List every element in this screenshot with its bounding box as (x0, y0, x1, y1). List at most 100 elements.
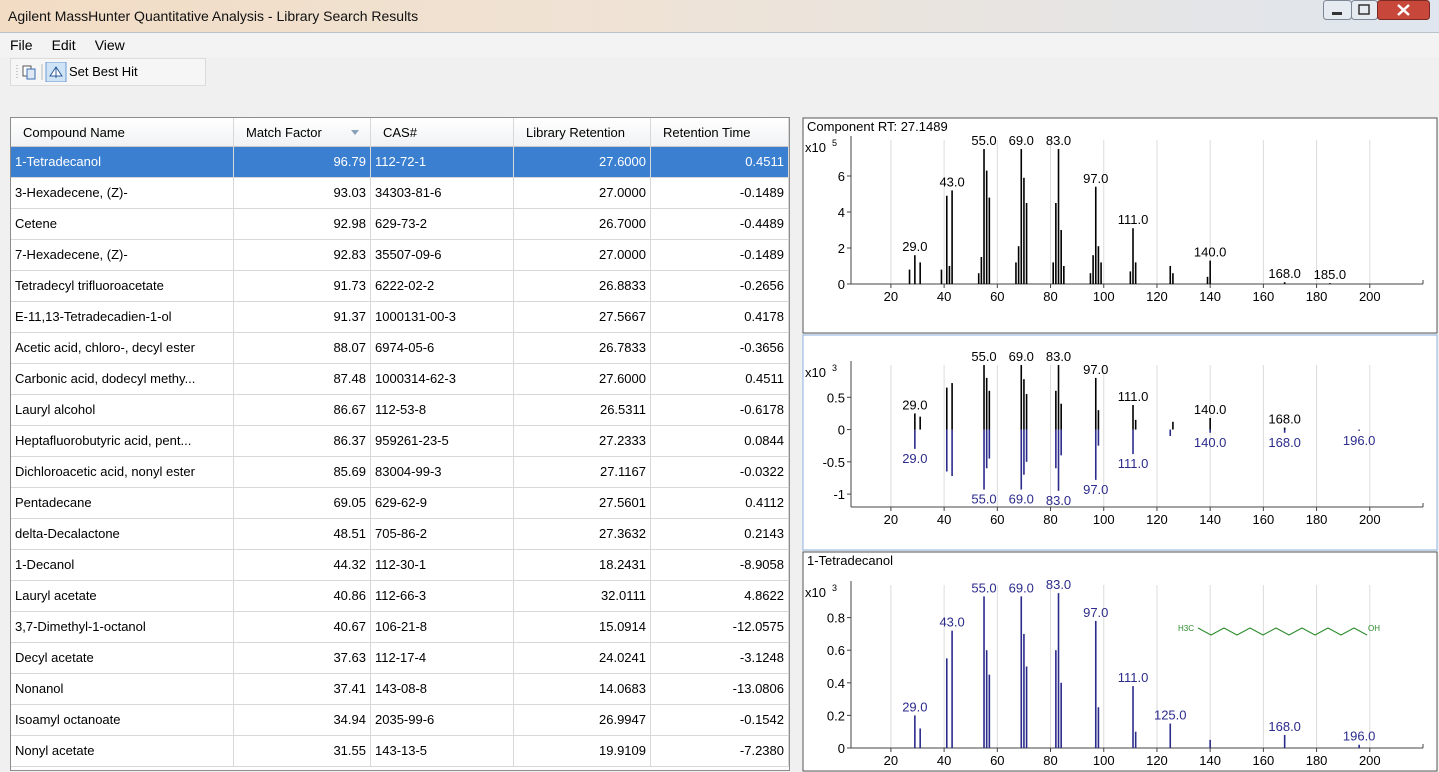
table-cell[interactable]: 6974-05-6 (371, 333, 514, 364)
table-cell[interactable]: 0.2143 (651, 519, 789, 550)
table-cell[interactable]: 27.6000 (514, 147, 651, 178)
table-cell[interactable]: -0.4489 (651, 209, 789, 240)
table-cell[interactable]: 19.9109 (514, 736, 651, 767)
toolbar-icons[interactable] (15, 62, 67, 82)
table-cell[interactable]: Nonyl acetate (11, 736, 234, 767)
table-cell[interactable]: 629-62-9 (371, 488, 514, 519)
table-cell[interactable]: 86.37 (234, 426, 371, 457)
table-cell[interactable]: -3.1248 (651, 643, 789, 674)
table-cell[interactable]: Lauryl acetate (11, 581, 234, 612)
table-cell[interactable]: 27.3632 (514, 519, 651, 550)
menu-item[interactable]: View (94, 37, 125, 53)
table-cell[interactable]: 26.5311 (514, 395, 651, 426)
table-cell[interactable]: 106-21-8 (371, 612, 514, 643)
table-cell[interactable]: 629-73-2 (371, 209, 514, 240)
table-cell[interactable]: Isoamyl octanoate (11, 705, 234, 736)
table-cell[interactable]: 31.55 (234, 736, 371, 767)
table-cell[interactable]: Heptafluorobutyric acid, pent... (11, 426, 234, 457)
column-header[interactable]: Match Factor (234, 118, 371, 147)
table-cell[interactable]: 27.5667 (514, 302, 651, 333)
table-cell[interactable]: 91.73 (234, 271, 371, 302)
table-cell[interactable]: 92.83 (234, 240, 371, 271)
table-cell[interactable]: 112-53-8 (371, 395, 514, 426)
table-cell[interactable]: -8.9058 (651, 550, 789, 581)
table-cell[interactable]: 26.8833 (514, 271, 651, 302)
table-cell[interactable]: 0.4511 (651, 147, 789, 178)
table-cell[interactable]: 112-66-3 (371, 581, 514, 612)
table-cell[interactable]: 83004-99-3 (371, 457, 514, 488)
table-cell[interactable]: 143-13-5 (371, 736, 514, 767)
menu-item[interactable]: Edit (51, 37, 76, 53)
table-cell[interactable]: 1-Decanol (11, 550, 234, 581)
table-cell[interactable]: Nonanol (11, 674, 234, 705)
table-cell[interactable]: E-11,13-Tetradecadien-1-ol (11, 302, 234, 333)
table-cell[interactable]: 48.51 (234, 519, 371, 550)
table-cell[interactable]: 6222-02-2 (371, 271, 514, 302)
table-cell[interactable]: 87.48 (234, 364, 371, 395)
table-cell[interactable]: 4.8622 (651, 581, 789, 612)
table-cell[interactable]: 0.4511 (651, 364, 789, 395)
table-cell[interactable]: -0.0322 (651, 457, 789, 488)
table-cell[interactable]: 27.2333 (514, 426, 651, 457)
column-header[interactable]: Compound Name (11, 118, 234, 147)
table-cell[interactable]: 26.9947 (514, 705, 651, 736)
table-cell[interactable]: 44.32 (234, 550, 371, 581)
table-cell[interactable]: 1000131-00-3 (371, 302, 514, 333)
table-cell[interactable]: Tetradecyl trifluoroacetate (11, 271, 234, 302)
table-cell[interactable]: 112-72-1 (371, 147, 514, 178)
table-cell[interactable]: 96.79 (234, 147, 371, 178)
table-cell[interactable]: -7.2380 (651, 736, 789, 767)
table-cell[interactable]: 27.5601 (514, 488, 651, 519)
table-cell[interactable]: 18.2431 (514, 550, 651, 581)
table-cell[interactable]: 3-Hexadecene, (Z)- (11, 178, 234, 209)
table-cell[interactable]: Decyl acetate (11, 643, 234, 674)
table-cell[interactable]: -0.6178 (651, 395, 789, 426)
table-cell[interactable]: 27.0000 (514, 178, 651, 209)
table-cell[interactable]: 112-17-4 (371, 643, 514, 674)
table-cell[interactable]: -13.0806 (651, 674, 789, 705)
table-cell[interactable]: 88.07 (234, 333, 371, 364)
table-cell[interactable]: 112-30-1 (371, 550, 514, 581)
table-cell[interactable]: 34303-81-6 (371, 178, 514, 209)
table-cell[interactable]: 32.0111 (514, 581, 651, 612)
table-cell[interactable]: 705-86-2 (371, 519, 514, 550)
table-cell[interactable]: delta-Decalactone (11, 519, 234, 550)
table-cell[interactable]: 37.41 (234, 674, 371, 705)
set-best-hit-button[interactable]: Set Best Hit (69, 64, 138, 79)
window-controls[interactable] (1323, 0, 1433, 22)
table-cell[interactable]: 93.03 (234, 178, 371, 209)
table-cell[interactable]: 92.98 (234, 209, 371, 240)
table-cell[interactable]: Dichloroacetic acid, nonyl ester (11, 457, 234, 488)
table-cell[interactable]: 14.0683 (514, 674, 651, 705)
table-cell[interactable]: 1-Tetradecanol (11, 147, 234, 178)
table-cell[interactable]: Cetene (11, 209, 234, 240)
table-cell[interactable]: 26.7000 (514, 209, 651, 240)
table-cell[interactable]: -0.2656 (651, 271, 789, 302)
table-cell[interactable]: 0.0844 (651, 426, 789, 457)
table-cell[interactable]: 15.0914 (514, 612, 651, 643)
table-cell[interactable]: 37.63 (234, 643, 371, 674)
table-cell[interactable]: Pentadecane (11, 488, 234, 519)
table-cell[interactable]: Acetic acid, chloro-, decyl ester (11, 333, 234, 364)
table-cell[interactable]: 91.37 (234, 302, 371, 333)
table-cell[interactable]: 86.67 (234, 395, 371, 426)
table-cell[interactable]: 27.0000 (514, 240, 651, 271)
menu-item[interactable]: File (10, 37, 33, 53)
table-cell[interactable]: 24.0241 (514, 643, 651, 674)
table-cell[interactable]: -0.1489 (651, 240, 789, 271)
table-cell[interactable]: 959261-23-5 (371, 426, 514, 457)
table-cell[interactable]: 26.7833 (514, 333, 651, 364)
table-cell[interactable]: 0.4112 (651, 488, 789, 519)
table-cell[interactable]: 40.67 (234, 612, 371, 643)
table-cell[interactable]: 0.4178 (651, 302, 789, 333)
column-header[interactable]: Library Retention (514, 118, 651, 147)
table-cell[interactable]: Carbonic acid, dodecyl methy... (11, 364, 234, 395)
table-cell[interactable]: 85.69 (234, 457, 371, 488)
column-header[interactable]: Retention Time (651, 118, 789, 147)
table-cell[interactable]: -0.3656 (651, 333, 789, 364)
table-cell[interactable]: 69.05 (234, 488, 371, 519)
column-header[interactable]: CAS# (371, 118, 514, 147)
table-cell[interactable]: 1000314-62-3 (371, 364, 514, 395)
table-cell[interactable]: 27.1167 (514, 457, 651, 488)
table-cell[interactable]: Lauryl alcohol (11, 395, 234, 426)
